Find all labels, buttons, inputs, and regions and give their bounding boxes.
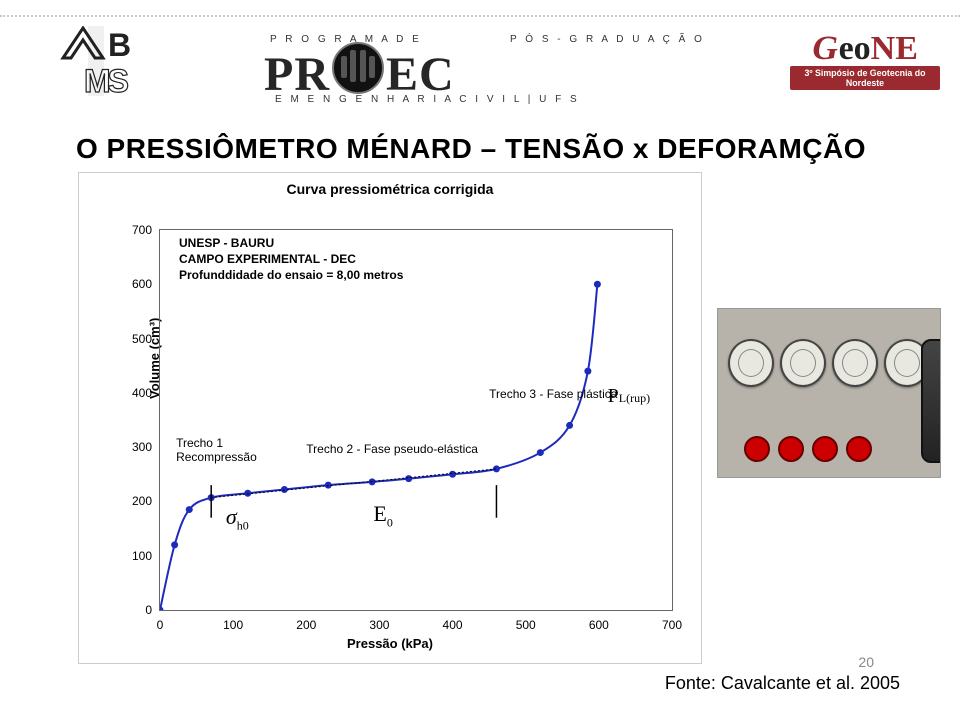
trecho3-annotation: Trecho 3 - Fase plástica [489, 387, 617, 401]
geone-title: GeoNE [790, 30, 940, 68]
y-tick-label: 700 [122, 223, 152, 237]
page-title: O PRESSIÔMETRO MÉNARD – TENSÃO x DEFORAM… [0, 133, 960, 165]
e0-annotation: E0 [373, 501, 392, 530]
x-tick-label: 0 [157, 618, 164, 632]
x-tick-label: 700 [662, 618, 682, 632]
y-tick-label: 600 [122, 277, 152, 291]
x-tick-label: 300 [369, 618, 389, 632]
knob-icon [778, 436, 804, 462]
knob-icon [744, 436, 770, 462]
abms-b-letter: B [108, 27, 131, 63]
pressuremeter-photo [717, 308, 941, 478]
pl-rup-annotation: PL(rup) [608, 385, 650, 408]
knob-icon [812, 436, 838, 462]
trecho1-annotation: Trecho 1Recompressão [176, 436, 257, 464]
y-tick-label: 200 [122, 494, 152, 508]
header-top-right-text: P Ó S - G R A D U A Ç Ã O [510, 34, 705, 45]
page-number: 20 [858, 654, 874, 670]
x-tick-label: 400 [443, 618, 463, 632]
x-axis-label: Pressão (kPa) [79, 636, 701, 651]
x-tick-label: 100 [223, 618, 243, 632]
y-tick-label: 100 [122, 549, 152, 563]
proec-logo: PR EC [264, 44, 455, 105]
proec-center-icon [332, 42, 384, 103]
header-dotted-line [0, 15, 960, 18]
plot-svg [160, 230, 672, 610]
slide-page: P R O G R A M A D E P Ó S - G R A D U A … [0, 0, 960, 712]
geone-eo-letters: eo [839, 30, 871, 67]
abms-logo: B MS [60, 26, 180, 96]
sigma-h0-annotation: σh0 [226, 504, 249, 533]
header: P R O G R A M A D E P Ó S - G R A D U A … [0, 0, 960, 110]
gas-tank-icon [921, 339, 941, 463]
x-tick-label: 500 [516, 618, 536, 632]
geone-g-letter: G [809, 30, 842, 68]
chart-title: Curva pressiométrica corrigida [79, 181, 701, 197]
y-tick-label: 300 [122, 440, 152, 454]
proec-ec: EC [386, 51, 455, 99]
proec-pr: PR [264, 51, 330, 99]
pressure-gauge-icon [832, 339, 878, 387]
x-tick-label: 200 [296, 618, 316, 632]
gauge-row [728, 339, 930, 387]
geone-subtitle: 3º Simpósio de Geotecnia do Nordeste [790, 66, 940, 90]
knob-icon [846, 436, 872, 462]
trecho2-annotation: Trecho 2 - Fase pseudo-elástica [306, 442, 478, 456]
x-tick-label: 600 [589, 618, 609, 632]
y-tick-label: 400 [122, 386, 152, 400]
chart-container: Curva pressiométrica corrigida UNESP - B… [78, 172, 702, 664]
y-tick-label: 0 [122, 603, 152, 617]
geone-ne-letters: NE [871, 30, 918, 67]
source-citation: Fonte: Cavalcante et al. 2005 [665, 673, 900, 694]
pressure-gauge-icon [780, 339, 826, 387]
geone-logo: GeoNE 3º Simpósio de Geotecnia do Nordes… [790, 30, 940, 91]
pressure-gauge-icon [728, 339, 774, 387]
plot-area: 0100200300400500600700010020030040050060… [159, 229, 673, 611]
y-tick-label: 500 [122, 332, 152, 346]
